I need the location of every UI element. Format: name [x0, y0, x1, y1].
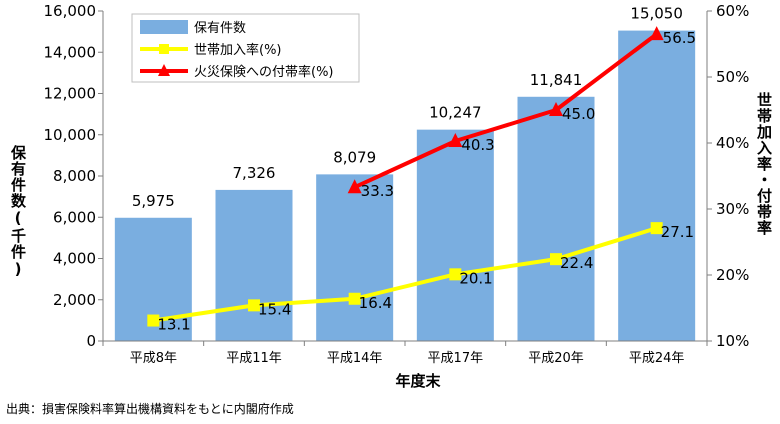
legend-swatch-bar [140, 20, 188, 34]
bar-6 [618, 30, 696, 341]
legend-label-attachment-rate: 火災保険への付帯率(%) [194, 64, 334, 80]
attachment-rate-marker [649, 26, 664, 41]
y-tick-label-right: 10% [716, 332, 749, 350]
y-tick-label-left: 6,000 [53, 208, 96, 226]
attachment-rate-point-label: 45.0 [562, 105, 595, 123]
x-tick-label: 平成8年 [130, 351, 177, 366]
bar-value-label: 10,247 [429, 104, 482, 122]
bar-5 [517, 96, 595, 341]
household-rate-marker [449, 268, 462, 281]
y-tick-label-left: 12,000 [44, 85, 97, 103]
y-tick-label-right: 40% [716, 134, 749, 152]
attachment-rate-line [353, 32, 658, 190]
x-tick-label: 平成24年 [629, 351, 685, 366]
y-tick-label-left: 14,000 [44, 43, 97, 61]
y-tick-label-left: 0 [86, 332, 96, 350]
bar-value-label: 7,326 [233, 164, 276, 182]
bar-3 [316, 174, 394, 341]
household-rate-point-label: 22.4 [560, 254, 593, 272]
y-tick-label-left: 4,000 [53, 250, 96, 268]
attachment-rate-point-label: 56.5 [663, 29, 696, 47]
x-tick-label: 平成14年 [327, 351, 383, 366]
attachment-rate-marker [549, 102, 563, 116]
household-rate-point-label: 15.4 [258, 300, 291, 318]
bar-value-label: 5,975 [132, 192, 175, 210]
y-tick-label-right: 20% [716, 266, 749, 284]
attachment-rate-marker [347, 179, 362, 194]
legend-marker-attachment-rate [158, 64, 170, 76]
attachment-rate-marker [448, 133, 463, 148]
household-rate-line [153, 226, 658, 323]
bar-value-label: 11,841 [530, 71, 583, 89]
y-tick-label-right: 60% [716, 2, 749, 20]
y-axis-title-left: 保有件数(千件) [9, 145, 27, 279]
household-rate-point-label: 27.1 [661, 223, 694, 241]
bar-2 [215, 189, 293, 341]
x-tick-label: 平成17年 [428, 351, 484, 366]
household-rate-marker [650, 222, 663, 235]
y-axis-title-right: 世帯加入率・付帯率 [755, 92, 773, 236]
attachment-rate-point-label: 40.3 [461, 136, 494, 154]
household-rate-marker [348, 292, 361, 305]
attachment-rate-point-label: 33.3 [361, 182, 394, 200]
household-rate-marker [550, 253, 562, 266]
x-axis-title: 年度末 [395, 372, 441, 390]
y-tick-label-left: 2,000 [53, 291, 96, 309]
y-tick-label-left: 16,000 [44, 2, 97, 20]
bar-value-label: 8,079 [333, 148, 376, 166]
household-rate-marker [147, 314, 160, 327]
household-rate-point-label: 16.4 [359, 294, 392, 312]
legend-label-bar: 保有件数 [194, 21, 246, 36]
y-tick-label-right: 50% [716, 68, 749, 86]
legend-marker-household-rate [159, 44, 169, 54]
y-tick-label-right: 30% [716, 200, 749, 218]
household-rate-marker [248, 299, 260, 312]
source-note: 出典：損害保険料率算出機構資料をもとに内閣府作成 [6, 402, 294, 416]
bar-value-label: 15,050 [630, 5, 683, 23]
household-rate-point-label: 13.1 [157, 316, 190, 334]
legend-label-household-rate: 世帯加入率(%) [194, 42, 282, 58]
x-tick-label: 平成20年 [528, 351, 584, 366]
household-rate-point-label: 20.1 [459, 269, 492, 287]
y-tick-label-left: 10,000 [44, 126, 97, 144]
y-tick-label-left: 8,000 [53, 167, 96, 185]
bar-4 [416, 129, 494, 341]
x-tick-label: 平成11年 [226, 351, 282, 366]
